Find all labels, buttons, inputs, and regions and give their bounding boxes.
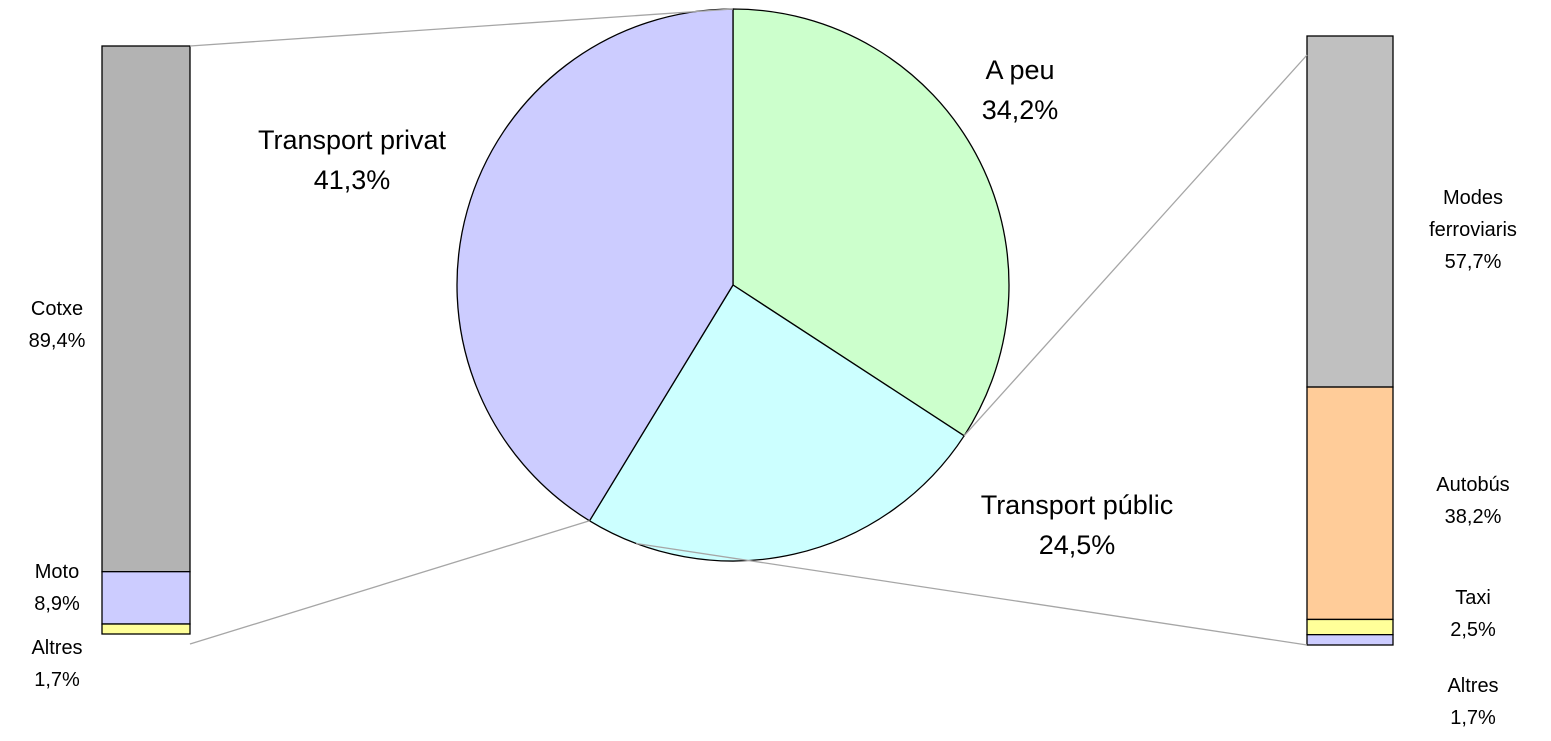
- label-text: 34,2%: [981, 95, 1059, 125]
- data-label: Transport privat 41,3%: [258, 120, 446, 200]
- label-text: 41,3%: [313, 165, 391, 195]
- label-text: Transport públic: [980, 490, 1174, 520]
- connector-line: [963, 54, 1308, 437]
- data-label: Altres 1,7%: [1408, 670, 1538, 734]
- label-text: Modes ferroviaris: [1429, 187, 1517, 241]
- data-label: Cotxe 89,4%: [0, 293, 122, 357]
- bar-segment: [1306, 35, 1394, 388]
- label-text: Transport privat: [257, 125, 447, 155]
- label-text: 89,4%: [28, 330, 86, 352]
- label-text: 38,2%: [1444, 506, 1502, 528]
- connector-line: [189, 520, 590, 645]
- data-label: Modes ferroviaris 57,7%: [1408, 182, 1538, 278]
- bar-segment: [101, 623, 191, 635]
- label-text: 57,7%: [1444, 251, 1502, 273]
- bar-segment: [101, 571, 191, 625]
- label-text: Autobús: [1436, 474, 1510, 496]
- label-text: 2,5%: [1450, 619, 1496, 641]
- bar-segment: [101, 45, 191, 573]
- label-text: 1,7%: [34, 669, 80, 691]
- label-text: Altres: [1447, 675, 1499, 697]
- data-label: Transport públic 24,5%: [981, 485, 1174, 565]
- connector-line: [636, 542, 1308, 646]
- label-text: 1,7%: [1450, 707, 1496, 729]
- bar-segment: [1306, 634, 1394, 646]
- label-text: 24,5%: [1038, 530, 1116, 560]
- label-text: Cotxe: [30, 298, 84, 320]
- data-label: Taxi 2,5%: [1408, 582, 1538, 646]
- data-label: Altres 1,7%: [0, 632, 122, 696]
- label-text: A peu: [985, 55, 1055, 85]
- bar-segment: [1306, 618, 1394, 636]
- pie-slice: [732, 8, 1010, 437]
- label-text: Taxi: [1455, 587, 1491, 609]
- connector-line: [189, 8, 734, 47]
- data-label: A peu 34,2%: [982, 50, 1059, 130]
- data-label: Moto 8,9%: [0, 556, 122, 620]
- pie-slice: [456, 8, 734, 522]
- label-text: Moto: [34, 561, 80, 583]
- bar-segment: [1306, 386, 1394, 621]
- label-text: Altres: [31, 637, 83, 659]
- data-label: Autobús 38,2%: [1408, 469, 1538, 533]
- label-text: 8,9%: [34, 593, 80, 615]
